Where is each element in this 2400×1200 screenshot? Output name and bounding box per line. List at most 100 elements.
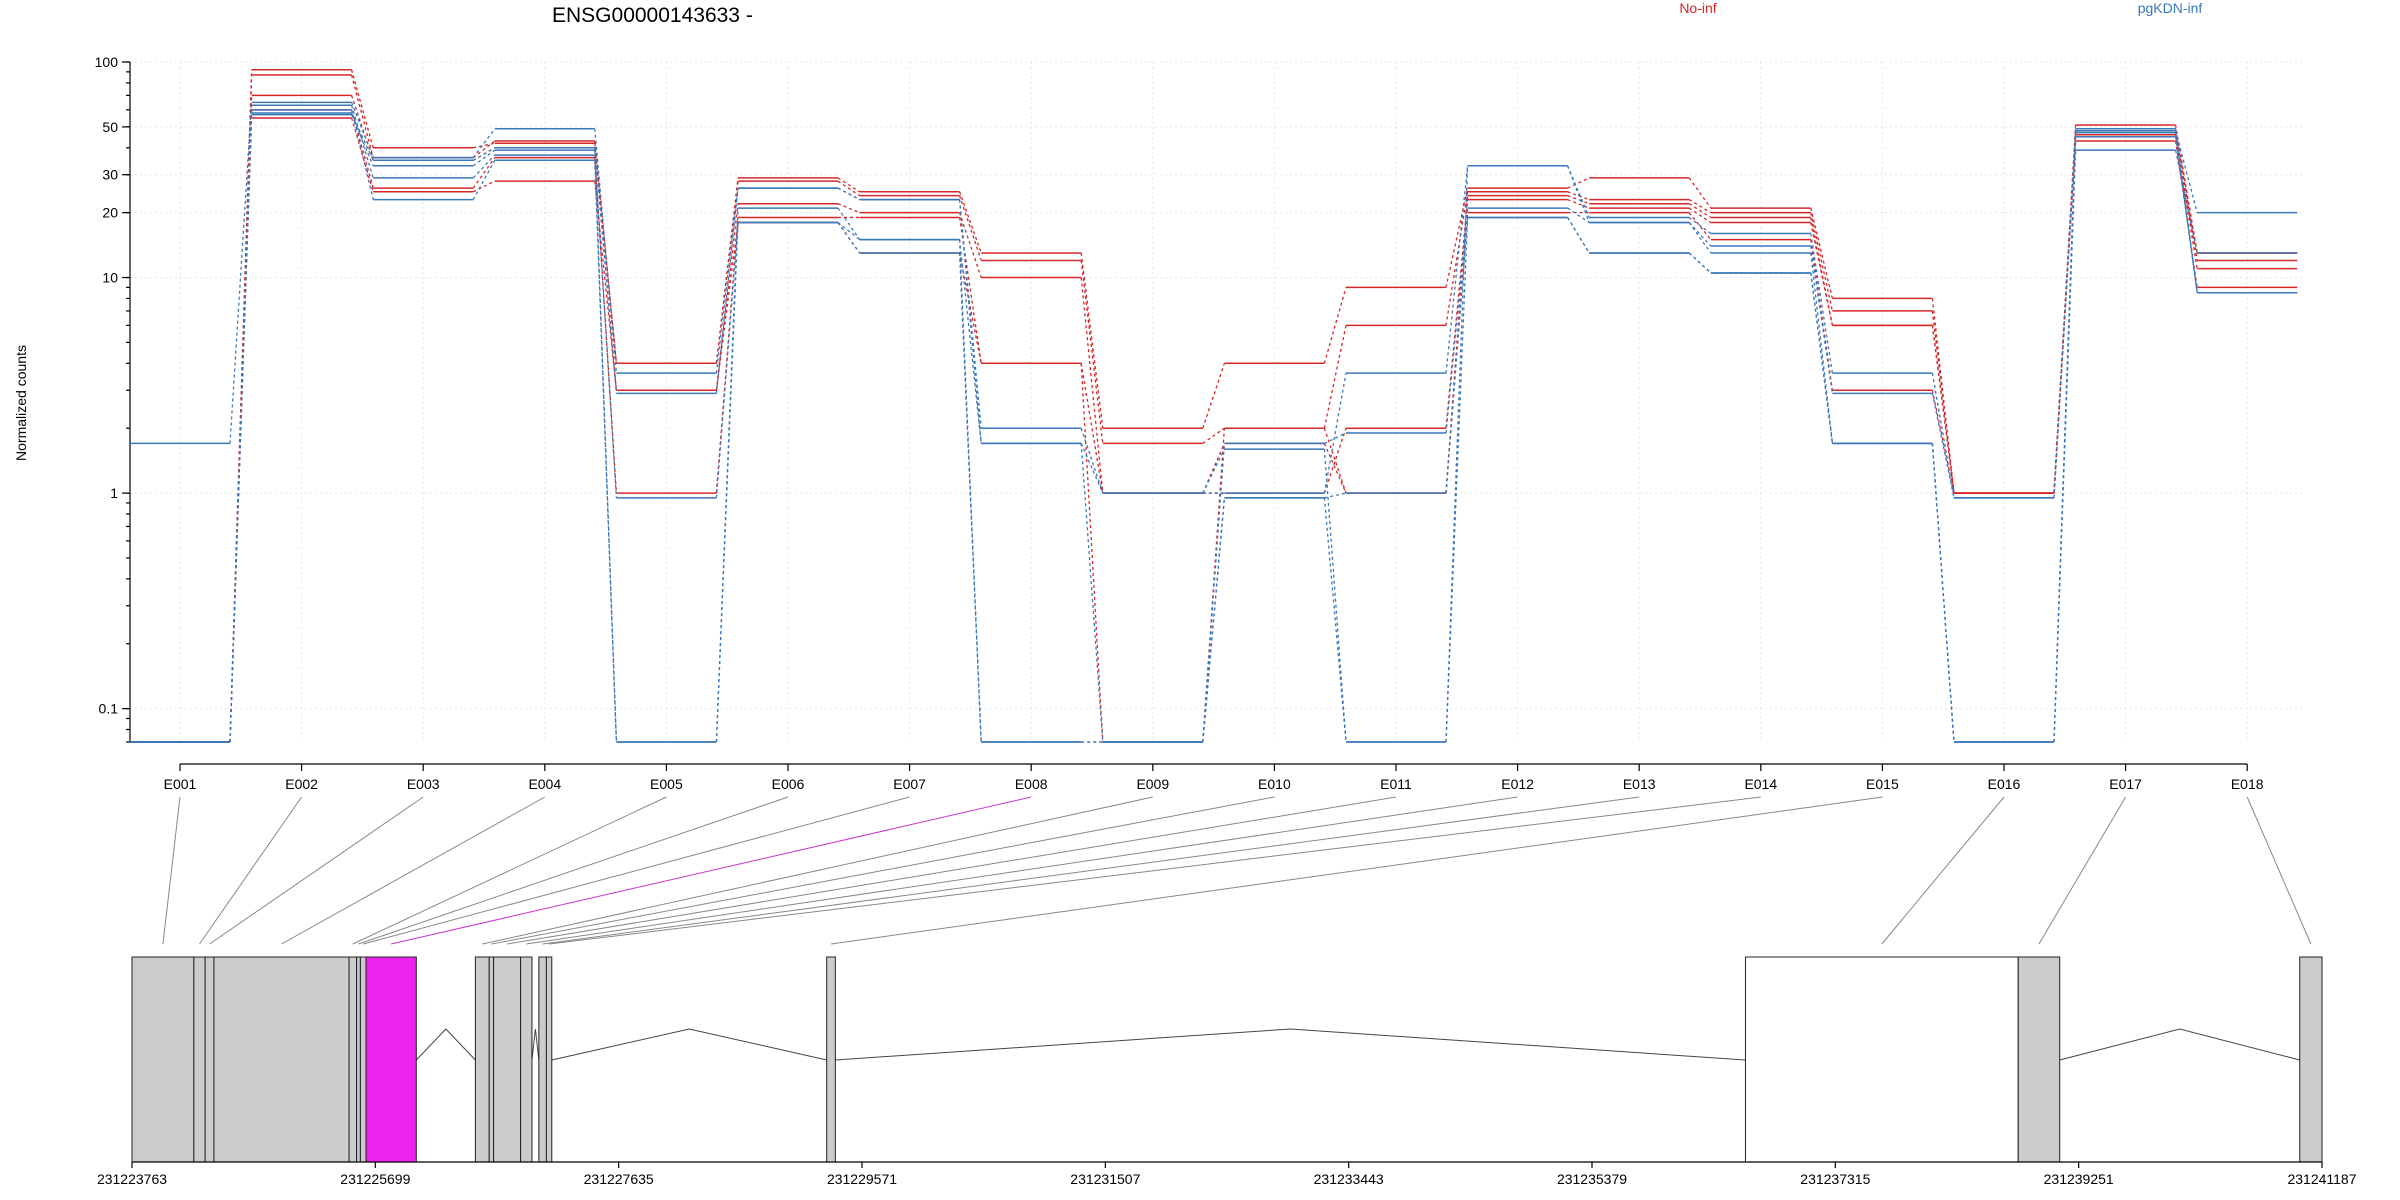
y-tick-label: 30 xyxy=(102,167,118,183)
series-connector xyxy=(1445,217,1469,743)
genomic-tick-label: 231235379 xyxy=(1557,1171,1627,1187)
series-connector xyxy=(1688,222,1712,254)
series-connector xyxy=(1080,260,1104,444)
exon-e001 xyxy=(131,956,195,1163)
connector-e013 xyxy=(542,796,1640,945)
series-connector xyxy=(1688,203,1712,219)
series-connector xyxy=(1931,390,1955,494)
x-tick-label: E017 xyxy=(2109,776,2142,792)
genomic-tick-label: 231225699 xyxy=(340,1171,410,1187)
x-tick-label: E016 xyxy=(1988,776,2021,792)
legend: No-inf pgKDN-inf xyxy=(1679,0,2202,16)
genomic-axis: 231223763 231225699 231227635 231229571 2312… xyxy=(97,1161,2357,1187)
series-connector xyxy=(472,159,496,200)
series-connector xyxy=(958,212,982,278)
series-connector xyxy=(715,188,739,394)
series-connector xyxy=(350,117,374,192)
genomic-tick-label: 231239251 xyxy=(2044,1171,2114,1187)
series-connector xyxy=(350,102,374,158)
connector-e018 xyxy=(2246,796,2312,945)
x-tick-label: E014 xyxy=(1744,776,1777,792)
series-connector xyxy=(837,222,861,241)
series-connector xyxy=(958,239,982,444)
series-connector xyxy=(472,180,496,193)
series-connector xyxy=(2053,150,2077,743)
connector-e011 xyxy=(507,796,1397,945)
x-tick-label: E011 xyxy=(1380,776,1412,792)
series-connector xyxy=(958,199,982,444)
series-connector xyxy=(837,207,861,240)
x-tick-label: E008 xyxy=(1015,776,1048,792)
x-tick-label: E009 xyxy=(1136,776,1169,792)
exon-e006 xyxy=(356,956,361,1163)
series-connector xyxy=(837,203,860,214)
exon-e004 xyxy=(213,956,350,1163)
series-connector xyxy=(837,180,860,197)
series-connector xyxy=(594,143,618,364)
genomic-tick-label: 231241187 xyxy=(2287,1171,2356,1187)
series-connector xyxy=(715,222,739,498)
exon-e012 xyxy=(520,956,533,1163)
legend-entry-no-inf: No-inf xyxy=(1679,0,1716,16)
series-connector xyxy=(1202,448,1225,494)
series-lines xyxy=(130,69,2298,743)
exon-e014 xyxy=(545,956,553,1163)
series-connector xyxy=(1688,252,1712,274)
series-connector xyxy=(594,150,618,743)
connector-e010 xyxy=(491,796,1275,945)
series-connector xyxy=(594,181,618,391)
series-connector xyxy=(2174,134,2198,269)
series-connector xyxy=(473,142,495,149)
series-connector xyxy=(715,222,739,391)
series-connector xyxy=(1810,252,1834,444)
connector-e012 xyxy=(526,796,1518,945)
series-connector xyxy=(1810,272,1834,444)
series-no-inf-1 xyxy=(130,69,2298,743)
series-connector xyxy=(350,74,374,158)
series-connector xyxy=(1810,222,1834,326)
series-no-inf-4 xyxy=(130,109,2298,743)
exon-e013 xyxy=(538,956,547,1163)
series-connector xyxy=(472,147,496,161)
connector-e015 xyxy=(830,796,1883,945)
series-connector xyxy=(1324,432,1347,444)
connector-e014 xyxy=(549,796,1761,945)
series-connector xyxy=(594,147,618,394)
series-connector xyxy=(350,69,374,148)
series-connector xyxy=(2053,136,2077,498)
x-tick-label: E002 xyxy=(285,776,318,792)
series-connector xyxy=(472,157,496,189)
series-connector xyxy=(1688,207,1712,224)
series-connector xyxy=(2174,128,2198,261)
series-connector xyxy=(1202,497,1226,743)
connector-e003 xyxy=(209,796,424,945)
x-axis: E001 E002 E003 E004 E005 E006 E007 E008 E009 E010… xyxy=(164,763,2264,792)
series-connector xyxy=(1080,427,1104,494)
exon-e011 xyxy=(493,956,522,1163)
intron xyxy=(835,1028,1746,1061)
connector-e002 xyxy=(199,796,303,945)
series-connector xyxy=(229,102,253,444)
series-connector xyxy=(837,177,860,193)
y-tick-label: 100 xyxy=(95,54,119,70)
series-connector xyxy=(1323,373,1347,494)
x-tick-label: E013 xyxy=(1623,776,1656,792)
series-connector xyxy=(715,217,739,494)
exon-e008 xyxy=(365,956,417,1163)
x-tick-label: E004 xyxy=(528,776,561,792)
grid xyxy=(130,61,2305,742)
series-connector xyxy=(350,105,374,179)
x-tick-label: E006 xyxy=(772,776,805,792)
series-connector xyxy=(715,181,739,364)
series-no-inf-5 xyxy=(130,117,2298,743)
series-connector xyxy=(472,140,496,159)
x-tick-label: E012 xyxy=(1501,776,1534,792)
exon-e010 xyxy=(488,956,495,1163)
series-connector xyxy=(1688,199,1712,214)
connector-e004 xyxy=(281,796,546,945)
series-connector xyxy=(1080,277,1104,494)
series-connector xyxy=(594,160,618,743)
series-connector xyxy=(1080,252,1104,429)
exon-e007 xyxy=(359,956,367,1163)
